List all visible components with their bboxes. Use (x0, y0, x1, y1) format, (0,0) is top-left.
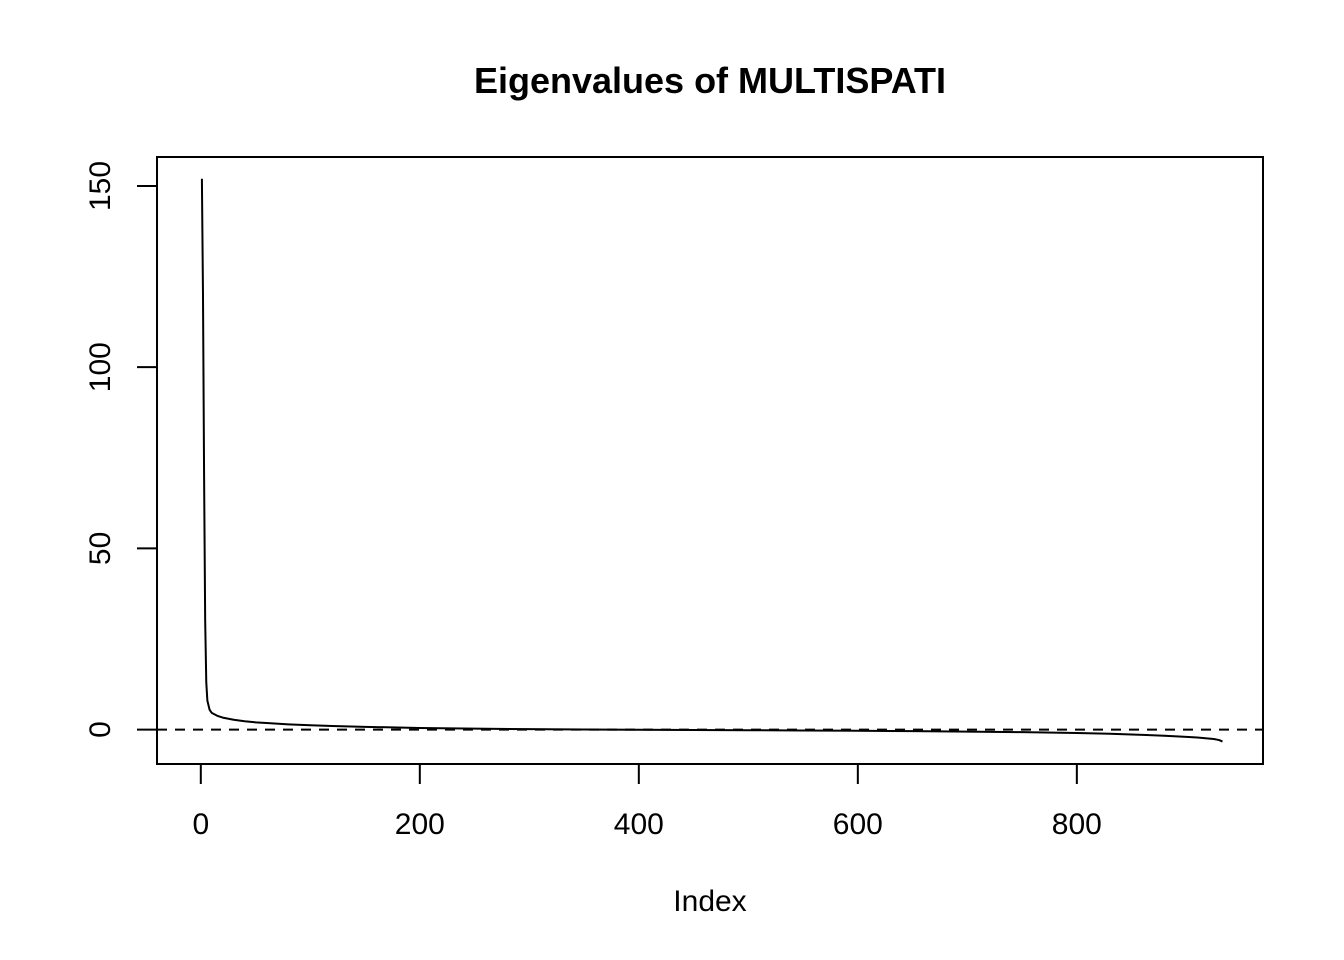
x-axis-label: Index (673, 885, 746, 918)
y-tick-label: 100 (84, 342, 117, 392)
x-tick-label: 800 (1052, 808, 1102, 841)
eigenvalue-series-line (200, 178, 1223, 743)
x-tick-label: 200 (395, 808, 445, 841)
y-tick-label: 0 (84, 721, 117, 738)
x-tick-label: 0 (192, 808, 209, 841)
y-tick-label: 50 (84, 532, 117, 565)
plot-frame (156, 156, 1264, 765)
y-tick-label: 150 (84, 161, 117, 211)
chart-title: Eigenvalues of MULTISPATI (474, 60, 946, 101)
y-axis: 0 50 100 150 (84, 161, 158, 738)
x-tick-label: 600 (833, 808, 883, 841)
x-axis: 0 200 400 600 800 (192, 763, 1102, 841)
x-tick-label: 400 (614, 808, 664, 841)
